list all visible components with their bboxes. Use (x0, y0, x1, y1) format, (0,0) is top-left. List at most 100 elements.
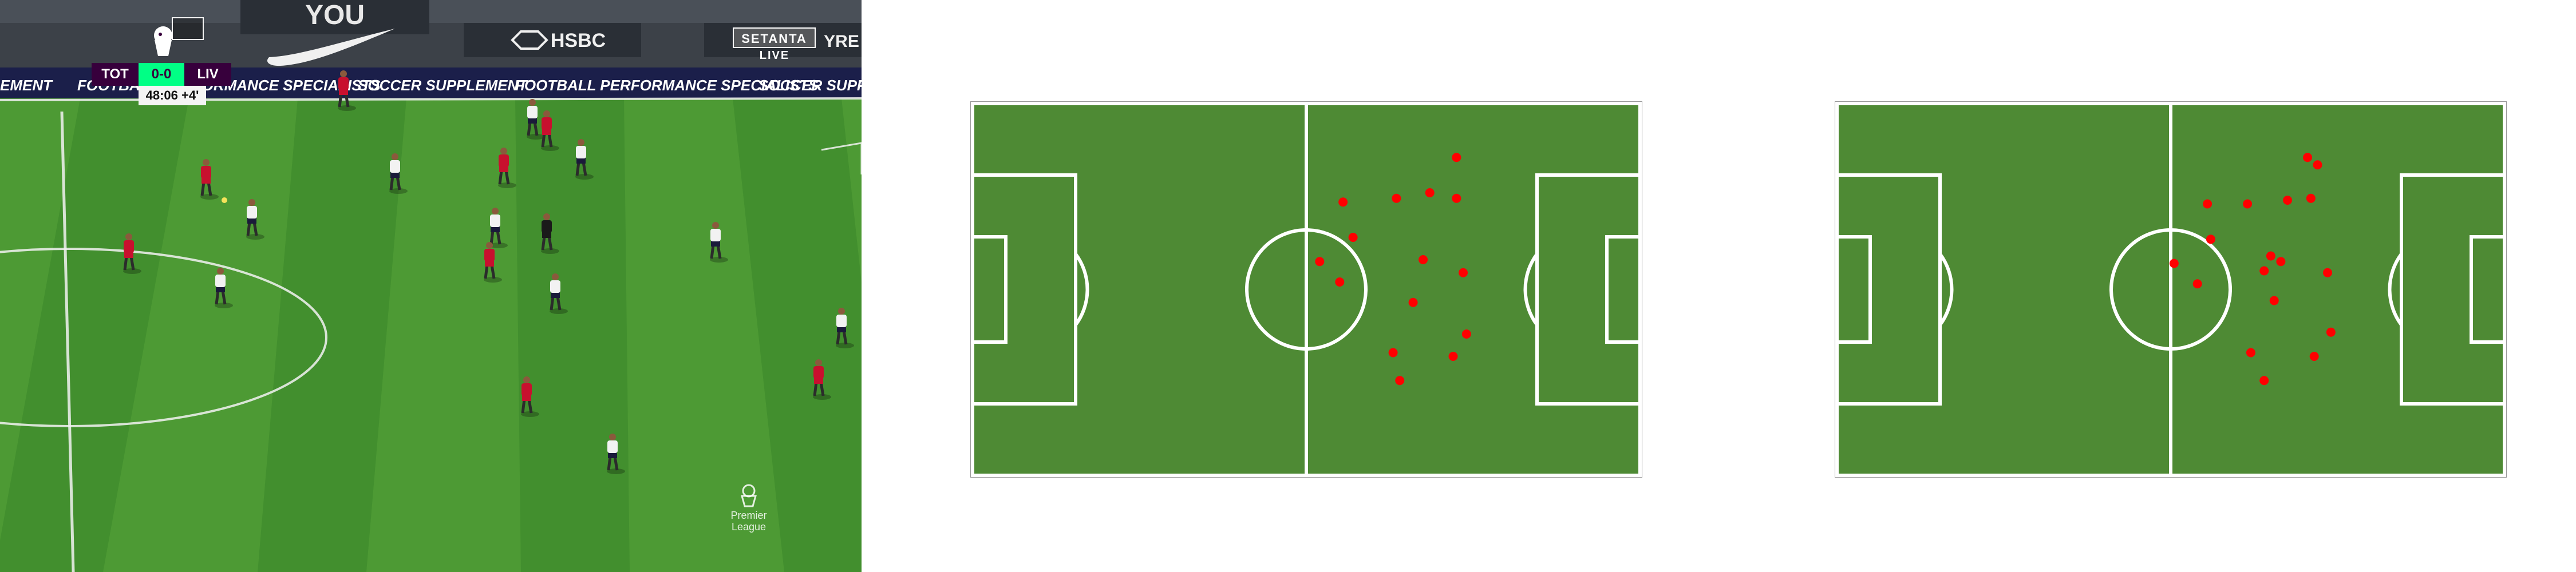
player-dot (2283, 196, 2293, 205)
broadcaster-logo: SETANTA (733, 27, 816, 48)
pitch-goal-area-right (1605, 235, 1642, 344)
pitch-map-right-svg (1835, 101, 2507, 478)
ad-board-text: FOOTBALL PERFORMANCE SPECIALISTS (515, 77, 819, 94)
away-player (123, 233, 141, 274)
player-dot (1348, 233, 1358, 242)
away-team-label: LIV (184, 63, 231, 86)
pitch-goal-area-left (1835, 235, 1872, 344)
pitch-penalty-arc-left (1938, 253, 1954, 326)
player-dot (2306, 193, 2316, 203)
broadcast-frame: YOU HSBC YRE EMENT FOOTBALL PERFORMANCE … (0, 0, 862, 572)
match-clock: 48:06 +4' (139, 86, 206, 105)
stand-sign-you (240, 0, 429, 34)
away-player (338, 70, 356, 111)
home-player (575, 139, 594, 180)
player-dot (2243, 199, 2253, 209)
match-clock-time: 48:06 (145, 88, 178, 102)
player-dot (2276, 257, 2286, 267)
added-time: +4' (181, 88, 199, 102)
mow-stripe (258, 98, 406, 572)
watermark-line-2: League (731, 521, 767, 533)
referee (541, 213, 559, 254)
player-dot (2192, 279, 2202, 289)
nike-swoosh-logo (267, 29, 395, 66)
player-dot (2266, 251, 2275, 261)
premier-league-watermark-icon (741, 484, 757, 507)
player-dot (2259, 266, 2269, 276)
watermark-line-1: Premier (730, 510, 767, 521)
player-dot (1335, 277, 1345, 287)
premier-league-watermark: Premier League (726, 483, 772, 533)
home-player (489, 208, 508, 248)
halfway-line (60, 111, 75, 572)
away-player (498, 148, 516, 188)
stand-sign-you-text: YOU (305, 0, 365, 30)
player-dot (1448, 352, 1458, 361)
penalty-box-line (821, 142, 862, 174)
pitch-center-circle (2109, 228, 2232, 351)
premier-league-lion-icon (154, 26, 172, 56)
player-dot (1425, 188, 1435, 197)
player-dot (2303, 153, 2313, 162)
player-dot (2269, 296, 2279, 305)
player-dot (1452, 193, 1461, 203)
player-dot (1461, 329, 1471, 339)
pitch-goal-area-right (2470, 235, 2506, 344)
score-label: 0-0 (139, 63, 184, 86)
player-dot (1392, 193, 1401, 203)
home-player (389, 153, 408, 194)
home-player (246, 199, 264, 240)
away-player (541, 110, 559, 151)
player-dot (1388, 348, 1398, 357)
player-dot (1459, 268, 1468, 277)
pitch-goal-area-left (971, 235, 1008, 344)
ball (222, 197, 227, 203)
live-indicator: LIVE (759, 49, 790, 62)
player-dot (2169, 259, 2179, 268)
player-dot (2246, 348, 2255, 357)
mow-stripe (733, 98, 862, 572)
away-player (813, 359, 831, 400)
stand-sign-hsbc-text: HSBC (551, 30, 606, 51)
pitch-penalty-arc-right (2388, 253, 2403, 326)
player-dot (2259, 376, 2269, 386)
player-dot (2203, 199, 2212, 209)
pitch-penalty-arc-left (1074, 253, 1089, 326)
home-player (607, 434, 625, 474)
pitch-map-right (1835, 101, 2507, 478)
ad-board-text: SOCCER SUPPLEMENT (358, 77, 528, 94)
scorebug: TOT 0-0 LIV (92, 63, 231, 86)
stand-sign-right-text: YRE (824, 32, 859, 51)
stand-sign-hsbc (464, 23, 641, 57)
player-dot (1419, 255, 1428, 264)
home-player (836, 308, 854, 348)
away-player (200, 159, 219, 200)
home-player (550, 273, 568, 314)
player-dot (2326, 327, 2336, 337)
player-dot (1452, 153, 1461, 162)
home-player (527, 99, 545, 140)
ad-board-text: SOCCER SUPPLEMENT (758, 77, 862, 94)
player-dot (2309, 352, 2319, 361)
pitch-penalty-arc-right (1523, 253, 1539, 326)
pitch-center-circle (1245, 228, 1368, 351)
player-dot (2313, 160, 2322, 170)
broadcast-graphic-box (172, 17, 204, 40)
center-circle (0, 248, 327, 427)
home-team-label: TOT (92, 63, 139, 86)
away-player (521, 376, 539, 417)
player-dot (2206, 235, 2215, 244)
mow-stripe (0, 98, 189, 572)
home-player (215, 268, 233, 308)
broadcast-scene: YOU HSBC YRE EMENT FOOTBALL PERFORMANCE … (0, 0, 862, 572)
player-dot (2323, 268, 2333, 277)
player-dot (1408, 297, 1418, 307)
home-player (710, 222, 728, 263)
away-player (484, 242, 502, 283)
player-dot (1338, 197, 1348, 207)
pitch-map-left (970, 101, 1642, 478)
hsbc-hexagon-logo (511, 30, 548, 50)
ad-board-text: EMENT (0, 77, 53, 94)
pitch-map-left-svg (970, 101, 1642, 478)
mow-stripe (515, 98, 630, 572)
